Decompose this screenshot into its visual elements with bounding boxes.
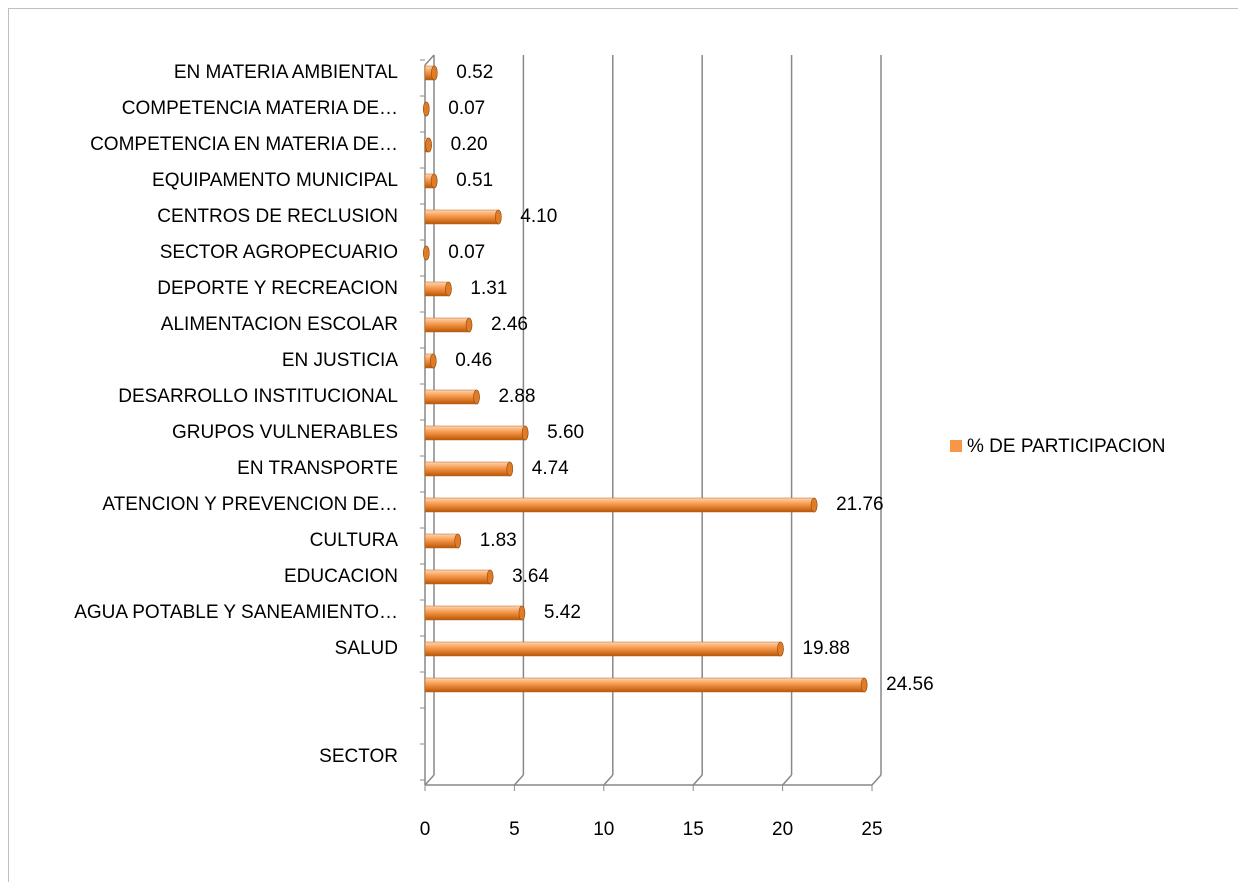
bar-end: [454, 533, 462, 549]
category-label: EN TRANSPORTE: [237, 458, 398, 479]
value-label: 21.76: [836, 494, 884, 515]
category-label: SECTOR: [319, 746, 398, 767]
legend-label: % DE PARTICIPACION: [967, 436, 1165, 457]
value-label: 0.07: [448, 98, 485, 119]
category-label: COMPETENCIA MATERIA DE…: [122, 98, 398, 119]
bar: [424, 605, 526, 621]
bar: [424, 425, 529, 441]
bar-end: [495, 209, 502, 225]
x-tick-label: 25: [861, 819, 882, 840]
bar-end: [465, 317, 473, 333]
x-tick-label: 5: [509, 819, 520, 840]
value-label: 24.56: [886, 674, 934, 695]
category-label: GRUPOS VULNERABLES: [172, 422, 398, 443]
x-tick-label: 10: [593, 819, 614, 840]
bar-end: [430, 173, 438, 189]
category-label: ATENCION Y PREVENCION DE…: [102, 494, 398, 515]
bar-end: [486, 569, 494, 585]
grid-line: [782, 774, 793, 786]
value-label: 0.20: [451, 134, 488, 155]
value-label: 1.83: [480, 530, 517, 551]
bar-end: [429, 353, 437, 369]
value-label: 3.64: [512, 566, 549, 587]
grid-line: [871, 774, 882, 786]
bar: [424, 461, 514, 477]
axis-wall: [424, 54, 435, 66]
grid-line: [424, 774, 435, 786]
bar-end: [445, 281, 452, 297]
grid-line: [692, 774, 703, 786]
category-label: EN MATERIA AMBIENTAL: [174, 62, 398, 83]
category-label: ALIMENTACION ESCOLAR: [161, 314, 398, 335]
bar-end: [810, 497, 818, 513]
bar: [424, 389, 480, 405]
bar-end: [422, 101, 430, 117]
category-label: SALUD: [335, 638, 398, 659]
category-label: AGUA POTABLE Y SANEAMIENTO…: [74, 602, 398, 623]
bar: [424, 677, 868, 693]
bar: [424, 209, 502, 225]
value-label: 0.07: [448, 242, 485, 263]
x-tick-label: 20: [772, 819, 793, 840]
value-label: 2.88: [498, 386, 535, 407]
value-label: 4.74: [532, 458, 569, 479]
value-label: 5.42: [544, 602, 581, 623]
bar-end: [521, 425, 529, 441]
bar-end: [777, 641, 784, 657]
chart-border: [8, 8, 1238, 882]
category-label: EDUCACION: [284, 566, 398, 587]
value-label: 2.46: [491, 314, 528, 335]
bar: [424, 317, 473, 333]
bar: [424, 497, 818, 513]
bar: [424, 641, 784, 657]
bar-end: [860, 677, 868, 693]
bar-end: [473, 389, 480, 405]
value-label: 0.52: [456, 62, 493, 83]
category-label: SECTOR AGROPECUARIO: [160, 242, 398, 263]
category-label: EQUIPAMENTO MUNICIPAL: [152, 170, 398, 191]
bar-end: [506, 461, 514, 477]
value-label: 0.46: [455, 350, 492, 371]
value-label: 4.10: [520, 206, 557, 227]
bar: [424, 569, 494, 585]
bar-end: [430, 65, 438, 81]
bar-end: [422, 245, 430, 261]
category-label: CENTROS DE RECLUSION: [157, 206, 398, 227]
grid-line: [513, 774, 524, 786]
category-label: COMPETENCIA EN MATERIA DE…: [90, 134, 398, 155]
value-label: 1.31: [470, 278, 507, 299]
value-label: 19.88: [802, 638, 850, 659]
value-label: 0.51: [456, 170, 493, 191]
grid-line: [603, 774, 614, 786]
value-label: 5.60: [547, 422, 584, 443]
x-tick-label: 0: [420, 819, 431, 840]
bar-end: [518, 605, 526, 621]
category-label: DESARROLLO INSTITUCIONAL: [118, 386, 398, 407]
bar-end: [425, 137, 432, 153]
legend-swatch: [950, 440, 962, 452]
x-tick-label: 15: [683, 819, 704, 840]
category-label: EN JUSTICIA: [282, 350, 398, 371]
category-label: DEPORTE Y RECREACION: [157, 278, 398, 299]
category-label: CULTURA: [310, 530, 399, 551]
